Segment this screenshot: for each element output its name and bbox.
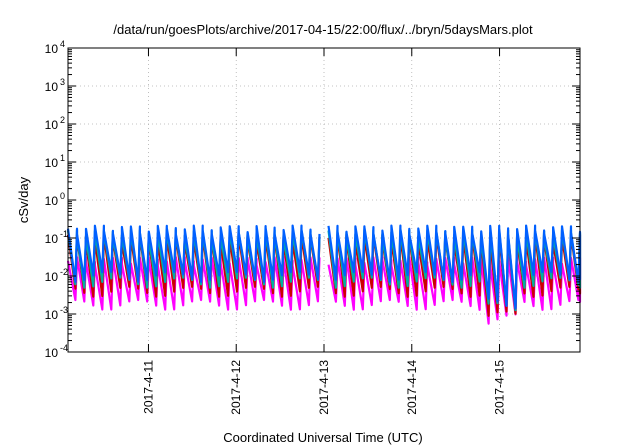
y-tick-label-exponent: -2 [60,267,68,277]
y-tick-label-base: 10 [45,308,59,322]
y-tick-label-base: 10 [45,194,59,208]
series-line [66,224,582,310]
y-tick-label: 10 3 [45,77,65,94]
x-tick-label: 2017-4-15 [493,360,507,415]
y-tick-label-exponent: 2 [60,115,65,125]
y-tick-label: 10 4 [45,39,65,56]
y-tick-label-exponent: 0 [60,191,65,201]
y-tick-label: 10 -2 [45,267,68,284]
y-axis-label: cSv/day [16,176,31,223]
chart-title: /data/run/goesPlots/archive/2017-04-15/2… [113,22,533,37]
x-tick-label: 2017-4-14 [405,360,419,415]
y-tick-label-exponent: 1 [60,153,65,163]
x-tick-label: 2017-4-12 [229,360,243,415]
y-tick-label-base: 10 [45,232,59,246]
series-group [66,224,582,325]
x-tick-label: 2017-4-13 [317,360,331,415]
x-axis: 2017-4-11 2017-4-12 2017-4-13 2017-4-14 2017… [141,48,507,415]
y-tick-label-base: 10 [45,118,59,132]
y-tick-label: 10 1 [45,153,65,170]
x-tick-label: 2017-4-11 [141,360,155,414]
y-tick-label-exponent: 3 [60,77,65,87]
y-tick-label-base: 10 [45,346,59,360]
y-tick-label: 10 0 [45,191,65,208]
y-tick-label: 10 -4 [45,343,68,360]
y-tick-label-base: 10 [45,156,59,170]
y-tick-label-exponent: 4 [60,39,65,49]
y-tick-label: 10 -3 [45,305,68,322]
y-tick-label: 10 2 [45,115,65,132]
x-axis-label: Coordinated Universal Time (UTC) [223,430,422,445]
y-tick-label: 10 -1 [45,229,68,246]
y-tick-label-base: 10 [45,270,59,284]
y-tick-label-exponent: -4 [60,343,68,353]
y-tick-label-base: 10 [45,42,59,56]
gridlines [68,48,580,352]
y-tick-label-base: 10 [45,80,59,94]
y-tick-label-exponent: -3 [60,305,68,315]
y-tick-label-exponent: -1 [60,229,68,239]
